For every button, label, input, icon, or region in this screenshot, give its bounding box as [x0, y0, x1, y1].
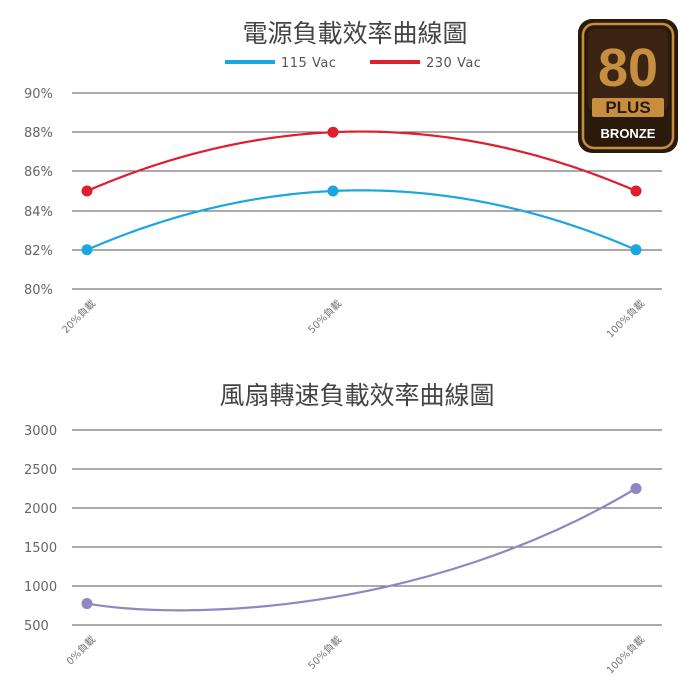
series-line-230vac — [86, 130, 637, 193]
y-tick-label: 1000 — [24, 580, 57, 595]
data-point — [630, 244, 642, 256]
data-point — [327, 126, 339, 138]
efficiency-grid — [72, 92, 662, 290]
data-point — [630, 185, 642, 197]
data-point — [81, 598, 93, 610]
badge-plus-plate — [592, 98, 664, 117]
fan-series — [81, 483, 642, 612]
y-tick-label: 82% — [24, 244, 53, 259]
data-point — [81, 185, 93, 197]
data-point — [327, 185, 339, 197]
efficiency-series — [81, 126, 642, 256]
badge-level-text: BRONZE — [601, 126, 656, 141]
efficiency-legend: 115 Vac 230 Vac — [225, 56, 481, 71]
x-tick-label: 100%負載 — [604, 634, 647, 677]
fan-speed-chart: 風扇轉速負載效率曲線圖 3000 2500 2000 1500 1000 500… — [24, 381, 662, 676]
x-tick-label: 50%負載 — [306, 634, 344, 672]
fan-chart-title: 風扇轉速負載效率曲線圖 — [219, 381, 494, 410]
series-line-fan-speed — [86, 487, 637, 612]
x-tick-label: 100%負載 — [604, 298, 647, 341]
legend-label-230vac: 230 Vac — [426, 56, 481, 71]
y-tick-label: 80% — [24, 283, 53, 298]
y-tick-label: 84% — [24, 205, 53, 220]
fan-grid — [72, 429, 662, 626]
x-tick-label: 0%負載 — [64, 634, 98, 668]
badge-inner-panel — [588, 29, 668, 111]
badge-number: 80 — [598, 38, 658, 98]
badge-ring — [581, 22, 675, 150]
80plus-bronze-logo: 80 PLUS BRONZE — [578, 19, 678, 153]
fan-y-ticks: 3000 2500 2000 1500 1000 500 — [24, 424, 57, 634]
series-line-115vac — [86, 189, 637, 251]
efficiency-chart: 電源負載效率曲線圖 115 Vac 230 Vac 90% 88% 86% 84… — [24, 19, 662, 340]
fan-x-ticks: 0%負載 50%負載 100%負載 — [64, 634, 647, 677]
data-point — [81, 244, 93, 256]
x-tick-label: 50%負載 — [306, 298, 344, 336]
y-tick-label: 500 — [24, 619, 49, 634]
efficiency-chart-title: 電源負載效率曲線圖 — [242, 19, 467, 48]
data-point — [630, 483, 642, 494]
y-tick-label: 2500 — [24, 463, 57, 478]
y-tick-label: 90% — [24, 87, 53, 102]
x-tick-label: 20%負載 — [60, 298, 98, 336]
y-tick-label: 88% — [24, 126, 53, 141]
y-tick-label: 1500 — [24, 541, 57, 556]
y-tick-label: 3000 — [24, 424, 57, 439]
y-tick-label: 2000 — [24, 502, 57, 517]
badge-plus-text: PLUS — [605, 98, 650, 117]
efficiency-y-ticks: 90% 88% 86% 84% 82% 80% — [24, 87, 53, 298]
y-tick-label: 86% — [24, 165, 53, 180]
efficiency-x-ticks: 20%負載 50%負載 100%負載 — [60, 298, 647, 341]
legend-label-115vac: 115 Vac — [281, 56, 336, 71]
